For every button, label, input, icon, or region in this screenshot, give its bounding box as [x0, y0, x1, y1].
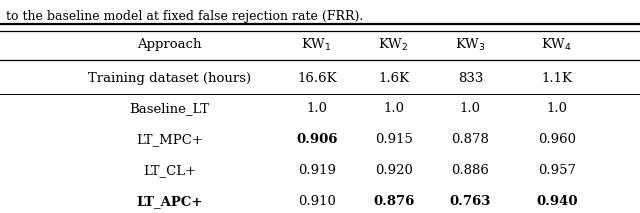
Text: 1.0: 1.0 [460, 102, 481, 115]
Text: 0.878: 0.878 [451, 133, 490, 146]
Text: KW$_4$: KW$_4$ [541, 37, 572, 53]
Text: 0.915: 0.915 [374, 133, 413, 146]
Text: 833: 833 [458, 72, 483, 85]
Text: 1.1K: 1.1K [541, 72, 572, 85]
Text: Approach: Approach [138, 38, 202, 51]
Text: 0.960: 0.960 [538, 133, 576, 146]
Text: 0.919: 0.919 [298, 164, 336, 177]
Text: KW$_1$: KW$_1$ [301, 37, 332, 53]
Text: 0.957: 0.957 [538, 164, 576, 177]
Text: 0.876: 0.876 [373, 195, 414, 208]
Text: 1.0: 1.0 [307, 102, 327, 115]
Text: 16.6K: 16.6K [297, 72, 337, 85]
Text: KW$_2$: KW$_2$ [378, 37, 409, 53]
Text: LT_MPC+: LT_MPC+ [136, 133, 203, 146]
Text: 0.910: 0.910 [298, 195, 336, 208]
Text: Training dataset (hours): Training dataset (hours) [88, 72, 251, 85]
Text: 0.920: 0.920 [374, 164, 413, 177]
Text: 1.0: 1.0 [547, 102, 567, 115]
Text: 1.0: 1.0 [383, 102, 404, 115]
Text: 0.906: 0.906 [296, 133, 337, 146]
Text: 0.763: 0.763 [450, 195, 491, 208]
Text: to the baseline model at fixed false rejection rate (FRR).: to the baseline model at fixed false rej… [6, 10, 364, 23]
Text: 0.940: 0.940 [536, 195, 577, 208]
Text: LT_CL+: LT_CL+ [143, 164, 196, 177]
Text: Baseline_LT: Baseline_LT [130, 102, 210, 115]
Text: 0.886: 0.886 [451, 164, 490, 177]
Text: KW$_3$: KW$_3$ [455, 37, 486, 53]
Text: 1.6K: 1.6K [378, 72, 409, 85]
Text: LT_APC+: LT_APC+ [136, 195, 203, 208]
